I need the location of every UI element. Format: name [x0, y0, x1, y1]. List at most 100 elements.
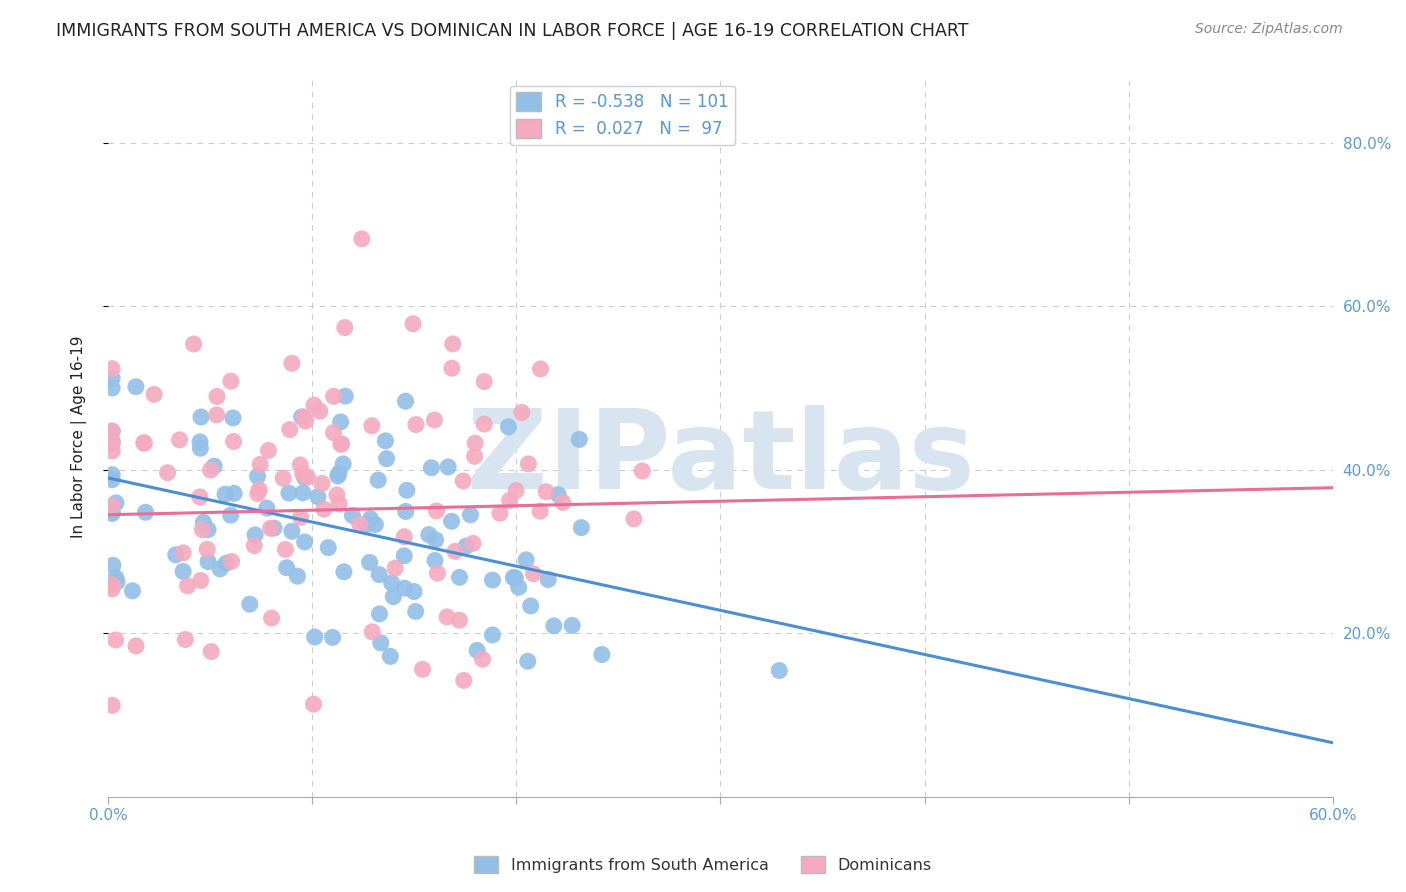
Legend: Immigrants from South America, Dominicans: Immigrants from South America, Dominican…	[468, 849, 938, 880]
Point	[197, 523, 219, 537]
Point	[425, 504, 447, 518]
Point	[259, 521, 281, 535]
Point	[197, 555, 219, 569]
Point	[561, 618, 583, 632]
Point	[591, 648, 613, 662]
Point	[222, 411, 245, 425]
Point	[121, 583, 143, 598]
Point	[105, 574, 128, 589]
Point	[426, 566, 449, 581]
Point	[174, 632, 197, 647]
Point	[481, 573, 503, 587]
Point	[342, 508, 364, 523]
Point	[249, 458, 271, 472]
Point	[449, 613, 471, 627]
Point	[356, 517, 378, 532]
Point	[172, 546, 194, 560]
Point	[294, 414, 316, 428]
Point	[569, 521, 592, 535]
Point	[420, 460, 443, 475]
Point	[382, 590, 405, 604]
Point	[125, 639, 148, 653]
Point	[384, 561, 406, 575]
Point	[394, 394, 416, 409]
Point	[101, 371, 124, 385]
Point	[302, 398, 325, 412]
Point	[367, 473, 389, 487]
Point	[551, 495, 574, 509]
Point	[188, 490, 211, 504]
Point	[260, 611, 283, 625]
Text: IMMIGRANTS FROM SOUTH AMERICA VS DOMINICAN IN LABOR FORCE | AGE 16-19 CORRELATIO: IMMIGRANTS FROM SOUTH AMERICA VS DOMINIC…	[56, 22, 969, 40]
Point	[291, 409, 314, 424]
Point	[471, 652, 494, 666]
Point	[440, 361, 463, 376]
Point	[247, 483, 270, 497]
Point	[517, 457, 540, 471]
Point	[291, 467, 314, 481]
Point	[394, 530, 416, 544]
Point	[394, 549, 416, 563]
Point	[290, 458, 312, 472]
Point	[368, 607, 391, 621]
Point	[328, 466, 350, 480]
Point	[395, 504, 418, 518]
Point	[304, 630, 326, 644]
Point	[176, 579, 198, 593]
Point	[510, 405, 533, 419]
Point	[375, 451, 398, 466]
Point	[568, 433, 591, 447]
Point	[208, 562, 231, 576]
Point	[101, 435, 124, 450]
Point	[101, 582, 124, 596]
Point	[522, 566, 544, 581]
Point	[370, 636, 392, 650]
Point	[101, 578, 124, 592]
Point	[405, 417, 427, 432]
Point	[395, 483, 418, 498]
Point	[381, 575, 404, 590]
Point	[516, 654, 538, 668]
Point	[246, 469, 269, 483]
Point	[425, 533, 447, 547]
Point	[134, 505, 156, 519]
Point	[134, 436, 156, 450]
Point	[200, 463, 222, 477]
Point	[316, 541, 339, 555]
Point	[329, 437, 352, 451]
Point	[302, 697, 325, 711]
Point	[326, 488, 349, 502]
Point	[239, 597, 262, 611]
Point	[278, 423, 301, 437]
Point	[440, 514, 463, 528]
Point	[290, 510, 312, 524]
Point	[105, 496, 128, 510]
Point	[101, 381, 124, 395]
Point	[190, 574, 212, 588]
Point	[172, 565, 194, 579]
Point	[460, 508, 482, 522]
Point	[101, 434, 124, 449]
Point	[418, 527, 440, 541]
Point	[402, 317, 425, 331]
Point	[281, 356, 304, 370]
Legend: R = -0.538   N = 101, R =  0.027   N =  97: R = -0.538 N = 101, R = 0.027 N = 97	[510, 86, 735, 145]
Point	[200, 644, 222, 658]
Point	[405, 604, 427, 618]
Point	[193, 516, 215, 530]
Point	[437, 459, 460, 474]
Point	[537, 573, 560, 587]
Point	[333, 320, 356, 334]
Point	[256, 501, 278, 516]
Point	[101, 505, 124, 519]
Point	[505, 571, 527, 585]
Point	[368, 567, 391, 582]
Point	[333, 565, 356, 579]
Point	[423, 553, 446, 567]
Point	[380, 649, 402, 664]
Point	[205, 408, 228, 422]
Point	[423, 413, 446, 427]
Point	[101, 424, 124, 438]
Point	[515, 553, 537, 567]
Point	[502, 570, 524, 584]
